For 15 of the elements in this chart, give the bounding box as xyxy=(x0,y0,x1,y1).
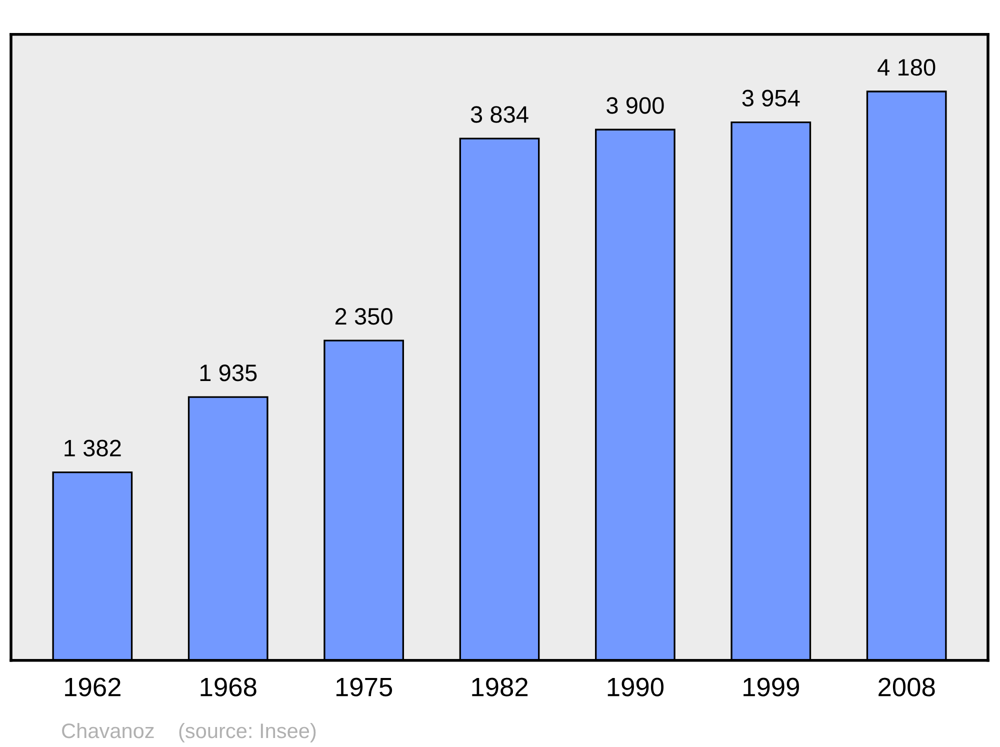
data-label: 3 954 xyxy=(742,90,800,106)
x-tick-label: 1975 xyxy=(336,678,392,696)
x-tick-label: 1962 xyxy=(65,678,120,696)
x-tick-label: 2008 xyxy=(878,678,935,696)
data-label: 2 350 xyxy=(335,308,392,325)
x-tick-label: 1990 xyxy=(608,678,664,696)
x-tick-label: 1982 xyxy=(472,678,528,696)
data-label: 3 900 xyxy=(606,97,664,114)
data-label: 1 382 xyxy=(64,440,121,456)
data-label: 4 180 xyxy=(878,59,936,76)
data-label: 3 834 xyxy=(470,106,528,123)
x-tick-label: 1968 xyxy=(200,678,256,696)
x-tick-label: 1999 xyxy=(744,678,799,696)
data-label: 1 935 xyxy=(200,364,257,382)
text: Chavanoz (source: Insee) xyxy=(62,722,316,742)
